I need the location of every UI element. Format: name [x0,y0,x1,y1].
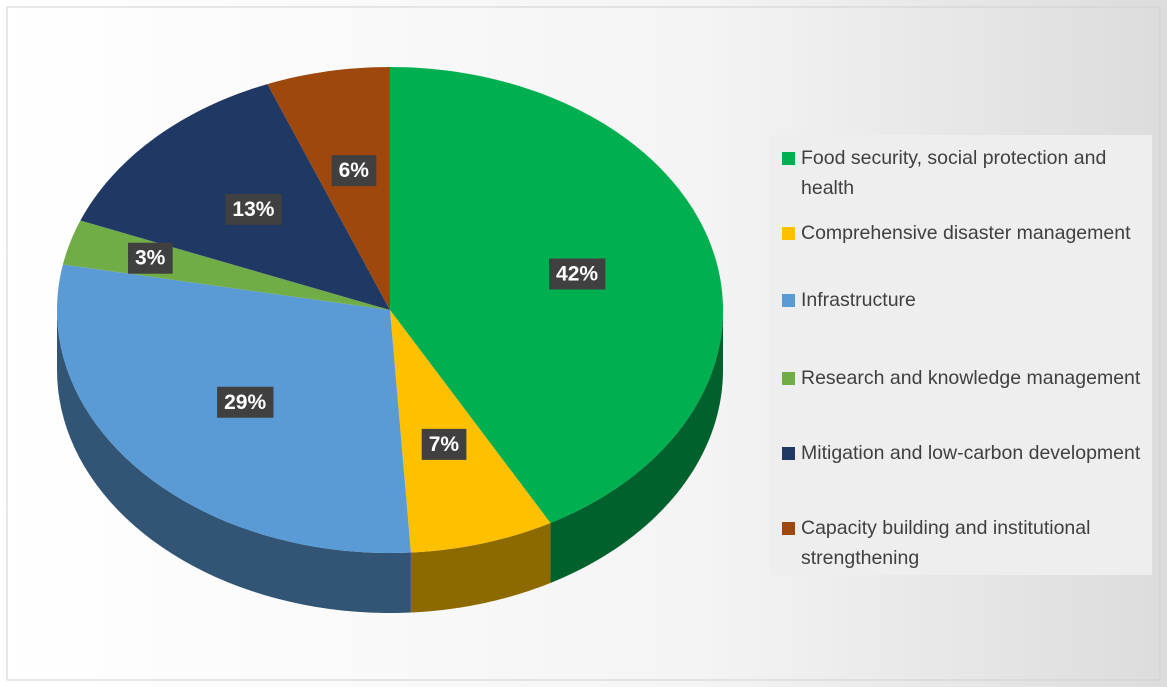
data-label: 7% [421,428,467,460]
legend-label: Infrastructure [801,289,916,311]
legend-item: Infrastructure [782,285,1147,315]
slice-side [57,310,411,613]
data-label: 29% [217,386,274,418]
data-label-box [225,193,282,225]
legend-swatch [782,152,795,165]
data-label: 6% [331,155,377,187]
legend-swatch [782,227,795,240]
data-label-text: 6% [339,159,370,182]
legend-label: Capacity building and institutional stre… [801,517,1091,569]
legend-swatch [782,447,795,460]
slice [390,310,551,553]
data-label: 3% [127,242,173,274]
data-label-text: 3% [135,247,166,270]
data-label-text: 7% [429,433,460,456]
legend-item: Comprehensive disaster management [782,218,1147,248]
data-label-text: 29% [224,391,266,414]
legend-item: Capacity building and institutional stre… [782,513,1147,573]
slice [267,67,390,310]
legend: Food security, social protection and hea… [770,135,1152,575]
data-label-box [127,242,173,274]
data-label: 13% [225,193,282,225]
legend-item: Food security, social protection and hea… [782,143,1147,203]
data-label-text: 42% [556,262,598,285]
chart-border [6,6,1161,681]
data-label-box [331,155,377,187]
legend-label: Mitigation and low-carbon development [801,442,1141,464]
slice-side [550,310,723,583]
legend-label: Research and knowledge management [801,367,1141,389]
legend-swatch [782,522,795,535]
legend-label: Comprehensive disaster management [801,222,1131,244]
data-label-box [217,386,274,418]
data-label-box [549,258,606,290]
legend-item: Research and knowledge management [782,363,1147,393]
slice-side [410,522,551,613]
slice [390,67,723,523]
data-label-box [421,428,467,460]
legend-label: Food security, social protection and hea… [801,147,1107,199]
legend-item: Mitigation and low-carbon development [782,438,1147,468]
data-label-text: 13% [232,198,274,221]
legend-swatch [782,372,795,385]
legend-swatch [782,294,795,307]
data-label: 42% [549,258,606,290]
